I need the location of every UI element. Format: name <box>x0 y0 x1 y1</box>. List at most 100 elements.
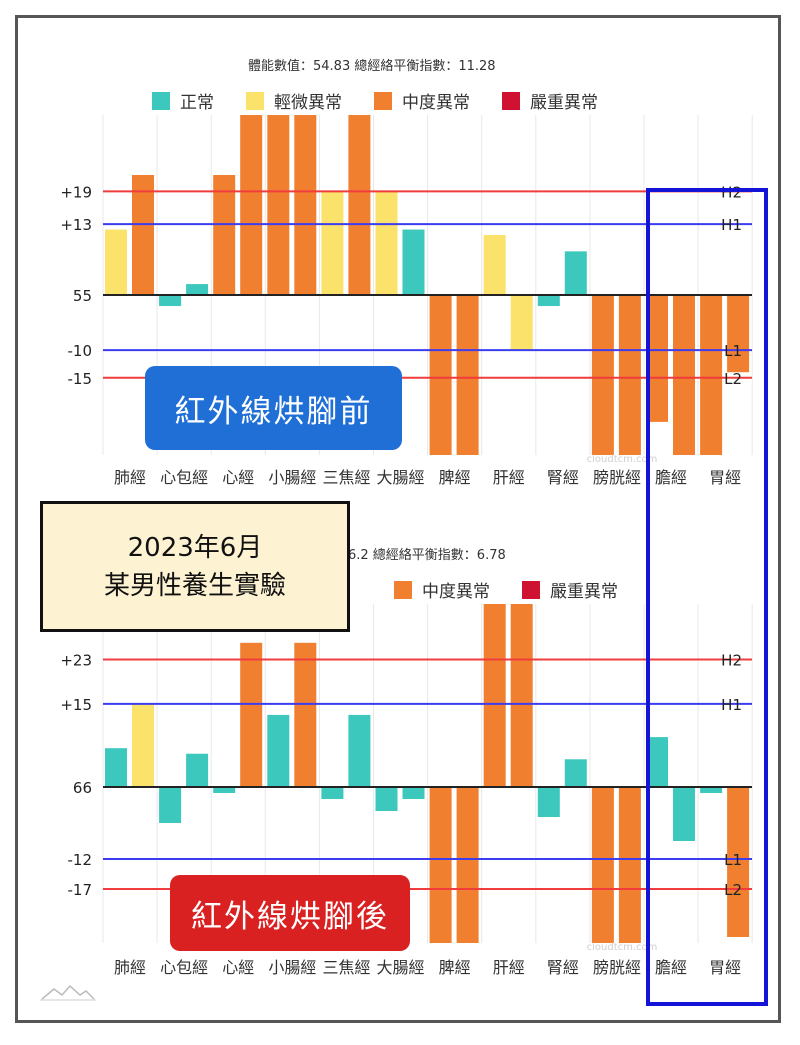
category-label: 膽經 <box>655 468 687 487</box>
legend-swatch-severe <box>502 91 520 110</box>
legend-after: 中度異常 嚴重異常 <box>394 577 618 602</box>
reference-tag-L1: L1 <box>724 342 742 360</box>
bar-腎經-1 <box>537 787 560 817</box>
bar-小腸經-2 <box>294 642 317 787</box>
legend-label: 輕微異常 <box>274 93 342 113</box>
bar-膽經-2 <box>673 295 695 455</box>
category-label: 膀胱經 <box>593 468 641 487</box>
category-label: 心包經 <box>160 958 208 977</box>
watermark-text: cloudtcm.com <box>587 454 658 465</box>
reference-tag-L2: L2 <box>724 370 742 388</box>
bar-腎經-1 <box>537 295 560 307</box>
legend-label: 嚴重異常 <box>530 93 598 113</box>
chart-title-before: 體能數值：54.83 總經絡平衡指數：11.28 <box>248 59 496 74</box>
category-label: 胃經 <box>709 958 741 977</box>
bar-三焦經-2 <box>348 714 371 787</box>
category-label: 肝經 <box>493 468 525 487</box>
bar-心經-2 <box>240 115 263 295</box>
legend-item-moderate: 中度異常 <box>374 88 470 113</box>
bar-小腸經-2 <box>294 115 317 295</box>
legend-item-normal: 正常 <box>152 88 214 113</box>
bar-胃經-1 <box>700 787 723 793</box>
bar-脾經-1 <box>429 295 452 455</box>
category-label: 膀胱經 <box>593 958 641 977</box>
bar-肝經-1 <box>483 235 506 295</box>
reference-label-H1: +13 <box>60 216 92 234</box>
bar-肝經-2 <box>510 604 533 787</box>
category-label: 心經 <box>222 468 254 487</box>
legend-item-severe: 嚴重異常 <box>502 88 598 113</box>
legend-before: 正常 輕微異常 中度異常 嚴重異常 <box>152 88 598 113</box>
bar-膽經-1 <box>646 737 668 787</box>
bar-大腸經-1 <box>375 787 398 811</box>
bar-小腸經-1 <box>267 714 290 787</box>
bar-膀胱經-1 <box>591 787 614 943</box>
bar-三焦經-2 <box>348 115 371 295</box>
bar-心包經-2 <box>186 284 209 295</box>
legend-label: 中度異常 <box>402 93 470 113</box>
baseline-label: 55 <box>73 287 92 305</box>
baseline-label: 66 <box>73 779 92 797</box>
bar-肺經-2 <box>132 175 154 295</box>
bar-三焦經-1 <box>321 191 344 295</box>
bar-胃經-2 <box>727 295 750 373</box>
bar-三焦經-1 <box>321 787 344 799</box>
bar-大腸經-2 <box>402 787 425 799</box>
category-label: 心包經 <box>160 468 208 487</box>
legend-label: 嚴重異常 <box>550 582 618 602</box>
reference-label-H2: +23 <box>60 651 92 669</box>
bar-脾經-1 <box>429 787 452 943</box>
category-label: 腎經 <box>547 468 579 487</box>
category-label: 肺經 <box>114 468 146 487</box>
category-label: 小腸經 <box>268 958 316 977</box>
bar-膀胱經-2 <box>618 295 641 455</box>
category-label: 腎經 <box>547 958 579 977</box>
bar-肺經-2 <box>132 703 154 787</box>
bar-脾經-2 <box>456 787 479 943</box>
reference-tag-H1: H1 <box>721 696 742 714</box>
bar-大腸經-1 <box>375 191 398 295</box>
chart-title-after: 6.2 總經絡平衡指數：6.78 <box>348 548 506 563</box>
category-label: 大腸經 <box>377 958 425 977</box>
bar-心經-1 <box>213 175 236 295</box>
reference-label-L1: -10 <box>68 342 93 360</box>
bar-胃經-2 <box>727 787 750 937</box>
bar-心包經-1 <box>159 787 182 823</box>
category-label: 心經 <box>222 958 254 977</box>
bar-心包經-1 <box>159 295 182 307</box>
reference-tag-L1: L1 <box>724 851 742 869</box>
bar-腎經-2 <box>564 759 587 787</box>
bar-心包經-2 <box>186 753 209 787</box>
caption-box: 2023年6月 某男性養生實驗 <box>40 501 350 632</box>
bar-大腸經-2 <box>402 229 425 295</box>
category-label: 小腸經 <box>268 468 316 487</box>
reference-tag-H1: H1 <box>721 216 742 234</box>
reference-label-L2: -15 <box>68 370 93 388</box>
reference-tag-H2: H2 <box>721 183 742 201</box>
reference-label-L1: -12 <box>68 851 93 869</box>
legend-item-moderate: 中度異常 <box>394 577 490 602</box>
legend-label: 中度異常 <box>422 582 490 602</box>
category-label: 膽經 <box>655 958 687 977</box>
legend-label: 正常 <box>180 93 214 113</box>
bar-膽經-1 <box>646 295 668 422</box>
reference-tag-H2: H2 <box>721 651 742 669</box>
bar-肝經-1 <box>483 604 506 787</box>
legend-item-severe: 嚴重異常 <box>522 577 618 602</box>
category-label: 胃經 <box>709 468 741 487</box>
bar-心經-1 <box>213 787 236 793</box>
highlight-box-gallbladder-stomach <box>646 188 768 1006</box>
reference-label-L2: -17 <box>68 881 93 899</box>
reference-label-H2: +19 <box>60 183 92 201</box>
bar-肺經-1 <box>105 748 127 787</box>
category-label: 脾經 <box>439 958 471 977</box>
category-label: 大腸經 <box>377 468 425 487</box>
bar-腎經-2 <box>564 251 587 295</box>
legend-swatch-normal <box>152 91 170 110</box>
caption-date: 2023年6月 <box>127 532 263 563</box>
bar-膀胱經-1 <box>591 295 614 455</box>
caption-subject: 某男性養生實驗 <box>103 570 286 601</box>
legend-swatch-severe <box>522 580 540 599</box>
legend-swatch-mild <box>246 91 264 110</box>
